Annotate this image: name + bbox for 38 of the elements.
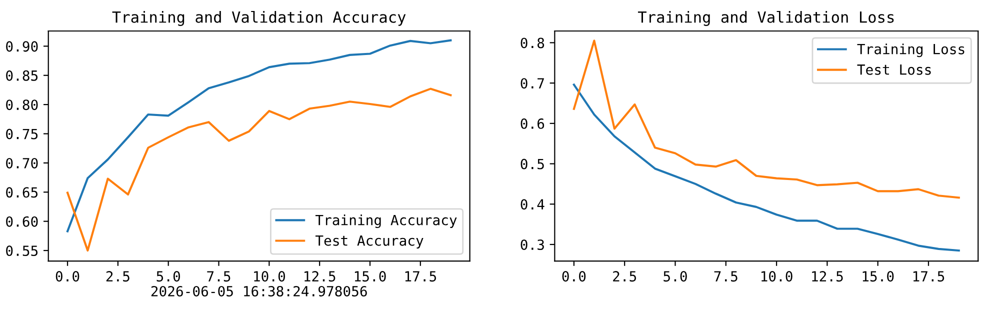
y-tick-label: 0.4 (520, 199, 544, 210)
y-tick-label: 0.85 (6, 70, 38, 81)
y-tick-label: 0.6 (520, 118, 544, 129)
legend-label: Test Accuracy (315, 236, 424, 249)
y-tick-label: 0.90 (6, 41, 38, 52)
x-tick-label: 7.5 (714, 271, 738, 282)
x-tick-label: 0.0 (562, 271, 586, 282)
y-tick-label: 0.5 (520, 158, 544, 170)
x-tick-label: 7.5 (207, 271, 230, 282)
x-tick-label: 2.5 (613, 271, 636, 282)
y-tick-label: 0.55 (6, 246, 38, 256)
y-tick-label: 0.80 (6, 100, 38, 110)
x-tick-label: 5.0 (664, 271, 687, 282)
x-tick-label: 17.5 (913, 271, 944, 282)
x-tick-label: 15.0 (354, 271, 386, 282)
legend-label: Training Loss (857, 44, 964, 58)
x-axis-title: 2026-06-05 16:38:24.978056 (151, 286, 367, 296)
legend-label: Test Loss (857, 64, 931, 75)
chart-title: Training and Validation Loss (638, 10, 894, 26)
y-tick-label: 0.7 (520, 78, 544, 89)
x-tick-label: 17.5 (405, 271, 436, 282)
x-tick-label: 5.0 (156, 271, 180, 282)
y-tick-label: 0.65 (6, 187, 38, 198)
line-series (572, 84, 960, 252)
y-tick-label: 0.60 (6, 216, 38, 227)
y-tick-label: 0.8 (520, 38, 544, 48)
y-tick-label: 0.3 (520, 239, 544, 250)
x-tick-label: 10.0 (761, 271, 792, 282)
legend-label: Training Accuracy (315, 214, 457, 228)
x-tick-label: 15.0 (862, 271, 894, 282)
x-tick-label: 10.0 (254, 271, 285, 282)
x-tick-label: 0.0 (56, 271, 80, 282)
x-tick-label: 12.5 (304, 271, 336, 282)
y-tick-label: 0.70 (6, 158, 38, 168)
x-tick-label: 12.5 (812, 271, 843, 282)
y-tick-label: 0.75 (6, 128, 38, 140)
chart-title: Training and Validation Accuracy (112, 10, 406, 26)
x-tick-label: 2.5 (106, 271, 130, 282)
